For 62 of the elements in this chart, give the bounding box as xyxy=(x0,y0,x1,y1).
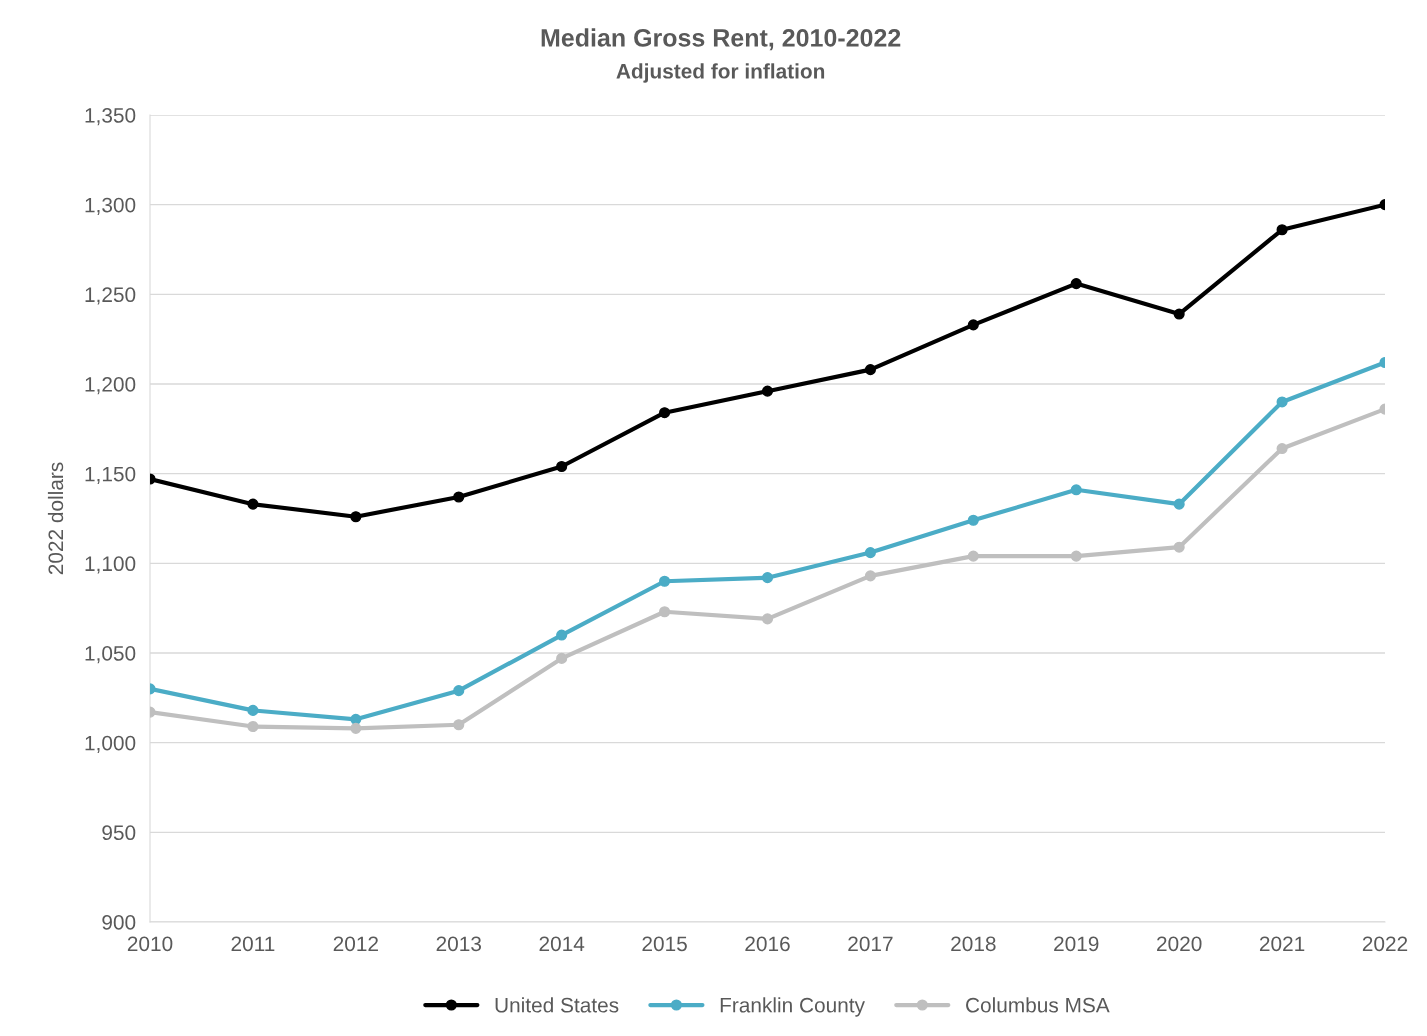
legend-label: Franklin County xyxy=(720,997,865,1017)
x-tick-label: 2015 xyxy=(642,936,687,952)
x-tick-label: 2014 xyxy=(539,936,585,952)
y-tick-label: 1,250 xyxy=(85,287,136,305)
point xyxy=(761,572,774,584)
point xyxy=(659,575,671,587)
point xyxy=(1276,396,1288,408)
point xyxy=(1173,541,1185,553)
point xyxy=(453,719,465,731)
point xyxy=(864,547,876,559)
x-tick-label: 2018 xyxy=(951,936,996,952)
legend-label: United States xyxy=(495,997,619,1013)
point xyxy=(761,385,774,397)
chart-subtitle: Adjusted for inflation xyxy=(616,63,825,83)
y-tick-label: 1,200 xyxy=(85,377,136,395)
point xyxy=(659,606,671,618)
point xyxy=(967,319,979,331)
point xyxy=(1276,224,1288,236)
point xyxy=(659,407,671,419)
point xyxy=(1070,278,1082,290)
legend-label: Columbus MSA xyxy=(966,997,1110,1013)
x-tick-label: 2020 xyxy=(1157,936,1202,952)
point xyxy=(556,652,568,664)
point xyxy=(864,364,876,376)
point xyxy=(556,629,568,641)
y-axis-title: 2022 dollars xyxy=(47,462,64,575)
point xyxy=(761,613,774,625)
x-tick-label: 2017 xyxy=(848,936,893,952)
y-tick-label: 1,150 xyxy=(85,466,136,484)
point xyxy=(247,720,259,733)
point xyxy=(350,722,362,734)
y-tick-label: 1,050 xyxy=(85,646,136,664)
y-tick-label: 1,350 xyxy=(85,108,136,126)
x-tick-label: 2016 xyxy=(745,936,790,952)
y-tick-label: 1,000 xyxy=(85,735,136,753)
x-tick-label: 2012 xyxy=(333,936,378,952)
x-tick-label: 2022 xyxy=(1362,936,1408,952)
y-tick-label: 950 xyxy=(102,825,136,841)
point xyxy=(453,685,465,697)
point xyxy=(556,460,568,473)
point xyxy=(1173,498,1185,510)
point xyxy=(453,491,465,503)
point xyxy=(247,704,259,716)
point xyxy=(967,550,979,562)
y-tick-label: 1,100 xyxy=(85,556,136,574)
point xyxy=(350,713,362,725)
x-tick-label: 2013 xyxy=(436,936,482,952)
point xyxy=(1070,550,1082,562)
point xyxy=(864,570,876,582)
point xyxy=(967,514,979,526)
point xyxy=(350,511,362,523)
x-tick-label: 2021 xyxy=(1259,936,1305,952)
point xyxy=(1070,484,1082,496)
point xyxy=(1276,443,1288,455)
chart-title: Median Gross Rent, 2010-2022 xyxy=(541,28,901,51)
point xyxy=(247,498,259,510)
x-tick-label: 2011 xyxy=(231,936,275,952)
x-tick-label: 2019 xyxy=(1054,936,1099,952)
x-tick-label: 2010 xyxy=(127,936,173,952)
point xyxy=(1173,308,1185,320)
y-tick-label: 900 xyxy=(102,915,136,930)
y-tick-label: 1,300 xyxy=(85,197,136,215)
